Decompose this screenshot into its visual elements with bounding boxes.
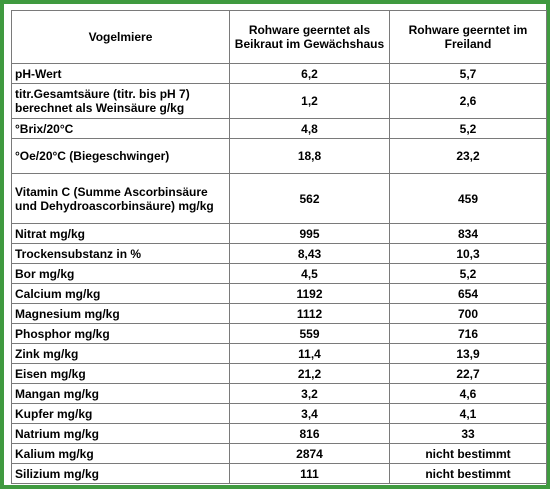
row-label: Nitrat mg/kg <box>11 223 230 244</box>
table-row: Nitrat mg/kg 995 834 <box>11 223 547 244</box>
value-gewaechshaus: 1,2 <box>229 83 390 119</box>
value-gewaechshaus: 3,4 <box>229 403 390 424</box>
value-freiland: 834 <box>389 223 547 244</box>
value-freiland: 654 <box>389 283 547 304</box>
value-gewaechshaus: 3,2 <box>229 383 390 404</box>
table-row: Kalium mg/kg 2874 nicht bestimmt <box>11 443 547 464</box>
row-label: Kalium mg/kg <box>11 443 230 464</box>
row-label: °Brix/20°C <box>11 118 230 139</box>
row-label: Calcium mg/kg <box>11 283 230 304</box>
value-gewaechshaus: 4,8 <box>229 118 390 139</box>
table-body: pH-Wert 6,2 5,7 titr.Gesamtsäure (titr. bis… <box>11 63 547 484</box>
row-label: Vitamin C (Summe Ascorbinsäure und Dehyd… <box>11 173 230 224</box>
row-label: Magnesium mg/kg <box>11 303 230 324</box>
header-gewaechshaus: Rohware geerntet als Beikraut im Gewächs… <box>229 10 390 64</box>
table-row: pH-Wert 6,2 5,7 <box>11 63 547 84</box>
table-row: Natrium mg/kg 816 33 <box>11 423 547 444</box>
table-row: Bor mg/kg 4,5 5,2 <box>11 263 547 284</box>
row-label: titr.Gesamtsäure (titr. bis pH 7) berech… <box>11 83 230 119</box>
table-row: Zink mg/kg 11,4 13,9 <box>11 343 547 364</box>
table-row: °Oe/20°C (Biegeschwinger) 18,8 23,2 <box>11 138 547 174</box>
row-label: Silizium mg/kg <box>11 463 230 484</box>
value-gewaechshaus: 559 <box>229 323 390 344</box>
table-row: Eisen mg/kg 21,2 22,7 <box>11 363 547 384</box>
row-label: pH-Wert <box>11 63 230 84</box>
table-row: Mangan mg/kg 3,2 4,6 <box>11 383 547 404</box>
value-freiland: 716 <box>389 323 547 344</box>
row-label: Zink mg/kg <box>11 343 230 364</box>
row-label: °Oe/20°C (Biegeschwinger) <box>11 138 230 174</box>
value-gewaechshaus: 18,8 <box>229 138 390 174</box>
table-header-row: Vogelmiere Rohware geerntet als Beikraut… <box>11 10 547 64</box>
value-gewaechshaus: 111 <box>229 463 390 484</box>
value-gewaechshaus: 4,5 <box>229 263 390 284</box>
table-row: °Brix/20°C 4,8 5,2 <box>11 118 547 139</box>
row-label: Phosphor mg/kg <box>11 323 230 344</box>
nutrient-table: Vogelmiere Rohware geerntet als Beikraut… <box>11 10 547 484</box>
value-gewaechshaus: 562 <box>229 173 390 224</box>
value-freiland: 23,2 <box>389 138 547 174</box>
table-row: Trockensubstanz in % 8,43 10,3 <box>11 243 547 264</box>
value-freiland: 5,2 <box>389 263 547 284</box>
value-freiland: 13,9 <box>389 343 547 364</box>
value-gewaechshaus: 6,2 <box>229 63 390 84</box>
value-freiland: nicht bestimmt <box>389 463 547 484</box>
value-freiland: 5,2 <box>389 118 547 139</box>
table-row: titr.Gesamtsäure (titr. bis pH 7) berech… <box>11 83 547 119</box>
value-freiland: nicht bestimmt <box>389 443 547 464</box>
value-freiland: 700 <box>389 303 547 324</box>
value-gewaechshaus: 1112 <box>229 303 390 324</box>
value-freiland: 4,6 <box>389 383 547 404</box>
value-gewaechshaus: 8,43 <box>229 243 390 264</box>
value-gewaechshaus: 816 <box>229 423 390 444</box>
value-gewaechshaus: 1192 <box>229 283 390 304</box>
value-freiland: 4,1 <box>389 403 547 424</box>
value-gewaechshaus: 995 <box>229 223 390 244</box>
table-row: Phosphor mg/kg 559 716 <box>11 323 547 344</box>
value-gewaechshaus: 2874 <box>229 443 390 464</box>
table-row: Vitamin C (Summe Ascorbinsäure und Dehyd… <box>11 173 547 224</box>
row-label: Eisen mg/kg <box>11 363 230 384</box>
row-label: Natrium mg/kg <box>11 423 230 444</box>
value-freiland: 22,7 <box>389 363 547 384</box>
value-freiland: 10,3 <box>389 243 547 264</box>
row-label: Trockensubstanz in % <box>11 243 230 264</box>
table-row: Kupfer mg/kg 3,4 4,1 <box>11 403 547 424</box>
table-row: Magnesium mg/kg 1112 700 <box>11 303 547 324</box>
value-gewaechshaus: 21,2 <box>229 363 390 384</box>
header-vogelmiere: Vogelmiere <box>11 10 230 64</box>
row-label: Bor mg/kg <box>11 263 230 284</box>
value-freiland: 33 <box>389 423 547 444</box>
row-label: Kupfer mg/kg <box>11 403 230 424</box>
value-freiland: 5,7 <box>389 63 547 84</box>
row-label: Mangan mg/kg <box>11 383 230 404</box>
header-freiland: Rohware geerntet im Freiland <box>389 10 547 64</box>
value-freiland: 459 <box>389 173 547 224</box>
table-row: Silizium mg/kg 111 nicht bestimmt <box>11 463 547 484</box>
value-gewaechshaus: 11,4 <box>229 343 390 364</box>
table-row: Calcium mg/kg 1192 654 <box>11 283 547 304</box>
value-freiland: 2,6 <box>389 83 547 119</box>
